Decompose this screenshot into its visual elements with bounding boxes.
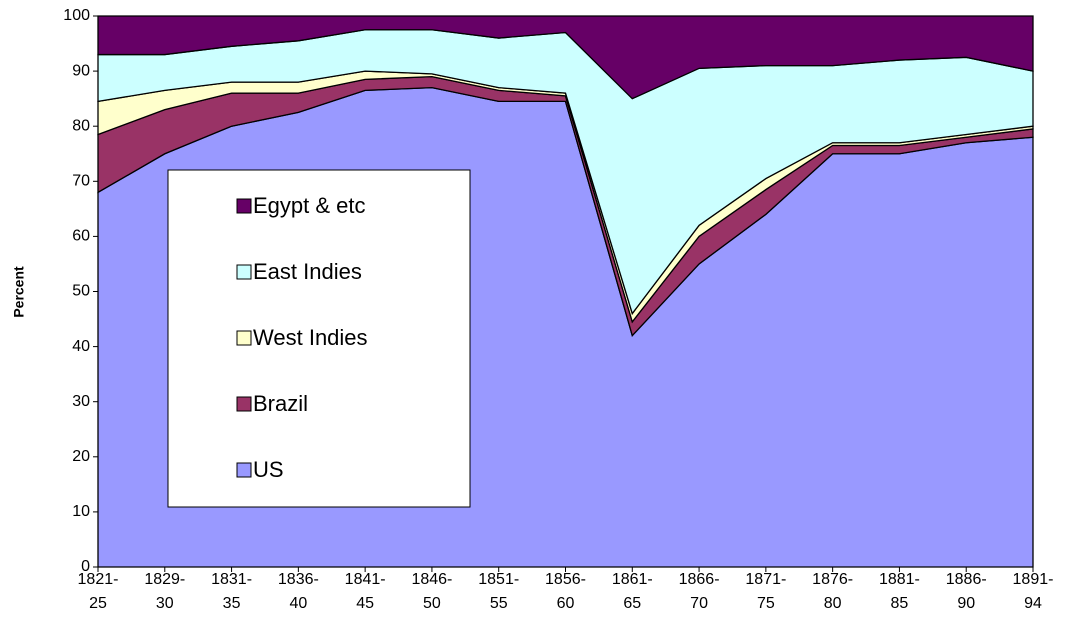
x-tick-label-line: 1876- [812, 571, 853, 588]
legend-swatch [236, 264, 252, 280]
x-tick-label-line: 1836- [278, 571, 319, 588]
x-tick-label: 1871- 75 [745, 571, 786, 612]
x-tick-label: 1831- 35 [211, 571, 252, 612]
x-tick-label-line: 75 [757, 595, 775, 612]
x-tick-label-line: 65 [623, 595, 641, 612]
y-tick-label: 100 [63, 7, 90, 24]
x-tick-label: 1836- 40 [278, 571, 319, 612]
x-tick-label: 1876- 80 [812, 571, 853, 612]
x-tick-label-line: 40 [289, 595, 307, 612]
x-tick-label: 1841- 45 [345, 571, 386, 612]
legend-swatch [236, 330, 252, 346]
x-tick-label-line: 30 [156, 595, 174, 612]
x-tick-label-line: 1856- [545, 571, 586, 588]
x-tick-label-line: 1831- [211, 571, 252, 588]
x-tick-label-line: 55 [490, 595, 508, 612]
x-tick-label-line: 90 [957, 595, 975, 612]
y-tick-label: 60 [72, 228, 90, 245]
x-tick-label-line: 45 [356, 595, 374, 612]
x-tick-label-line: 60 [557, 595, 575, 612]
y-tick-label: 20 [72, 448, 90, 465]
legend-label: Egypt & etc [253, 193, 366, 218]
x-tick-label: 1821- 25 [78, 571, 119, 612]
x-tick-label-line: 70 [690, 595, 708, 612]
x-tick-label-line: 1866- [679, 571, 720, 588]
x-tick-label-line: 94 [1024, 595, 1042, 612]
x-tick-label: 1881- 85 [879, 571, 920, 612]
x-tick-label: 1861- 65 [612, 571, 653, 612]
y-tick-label: 80 [72, 117, 90, 134]
x-tick-label-line: 1829- [144, 571, 185, 588]
x-tick-label-line: 1881- [879, 571, 920, 588]
y-tick-label: 40 [72, 338, 90, 355]
x-tick-label-line: 1821- [78, 571, 119, 588]
y-tick-label: 0 [81, 558, 90, 575]
legend-swatch [236, 198, 252, 214]
legend-label: East Indies [253, 259, 362, 284]
legend-swatch [236, 462, 252, 478]
x-tick-label-line: 80 [824, 595, 842, 612]
x-tick-label-line: 25 [89, 595, 107, 612]
x-tick-label: 1886- 90 [946, 571, 987, 612]
x-tick-label: 1866- 70 [679, 571, 720, 612]
x-tick-label-line: 1871- [745, 571, 786, 588]
legend-swatch [236, 396, 252, 412]
y-axis-label: Percent [11, 266, 27, 318]
x-tick-label: 1829- 30 [144, 571, 185, 612]
x-tick-label-line: 1846- [411, 571, 452, 588]
legend [167, 169, 471, 508]
y-tick-label: 50 [72, 283, 90, 300]
y-tick-label: 10 [72, 503, 90, 520]
legend-label: West Indies [253, 325, 368, 350]
legend-label: Brazil [253, 391, 308, 416]
x-tick-label: 1856- 60 [545, 571, 586, 612]
y-tick-label: 30 [72, 393, 90, 410]
x-tick-label: 1891- 94 [1013, 571, 1054, 612]
x-tick-label-line: 1851- [478, 571, 519, 588]
x-tick-label: 1851- 55 [478, 571, 519, 612]
y-tick-label: 70 [72, 173, 90, 190]
x-tick-label-line: 1886- [946, 571, 987, 588]
x-tick-label-line: 50 [423, 595, 441, 612]
y-tick-label: 90 [72, 62, 90, 79]
x-tick-label-line: 1841- [345, 571, 386, 588]
x-tick-label-line: 1891- [1013, 571, 1054, 588]
x-tick-label: 1846- 50 [411, 571, 452, 612]
x-tick-label-line: 1861- [612, 571, 653, 588]
x-tick-label-line: 35 [223, 595, 241, 612]
legend-label: US [253, 457, 284, 482]
x-tick-label-line: 85 [891, 595, 909, 612]
